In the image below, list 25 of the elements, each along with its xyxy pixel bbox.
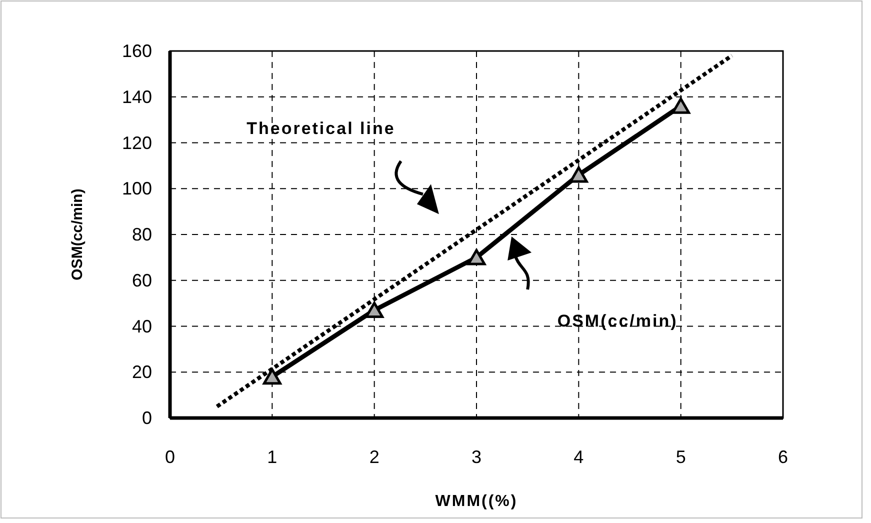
annotation: OSM(cc/min)	[557, 312, 678, 330]
point	[262, 368, 282, 385]
y-axis-title: OSM(cc/min)	[69, 188, 86, 280]
annotation: Theoretical line	[246, 119, 396, 138]
y-tick-label: 60	[132, 270, 152, 290]
x-tick-label: 2	[369, 447, 380, 467]
x-tick-label: 5	[676, 447, 686, 467]
x-tick-label: 6	[778, 447, 788, 467]
y-tick-label: 0	[142, 408, 152, 428]
x-tick-label: 3	[471, 447, 482, 467]
point	[467, 248, 486, 266]
y-tick-label: 120	[122, 132, 152, 153]
point	[672, 98, 690, 114]
y-tick-label: 20	[132, 362, 152, 382]
x-tick-label: 4	[574, 447, 584, 467]
y-tick-label: 80	[132, 224, 152, 244]
point	[365, 302, 384, 318]
x-tick-label: 0	[164, 447, 176, 467]
point	[569, 166, 588, 183]
x-axis-title: WMM((%)	[435, 493, 518, 510]
y-tick-label: 160	[122, 41, 152, 61]
x-tick-label: 1	[267, 447, 278, 467]
y-tick-label: 40	[132, 316, 152, 336]
y-tick-label: 100	[122, 178, 152, 199]
y-tick-label: 140	[122, 86, 152, 107]
